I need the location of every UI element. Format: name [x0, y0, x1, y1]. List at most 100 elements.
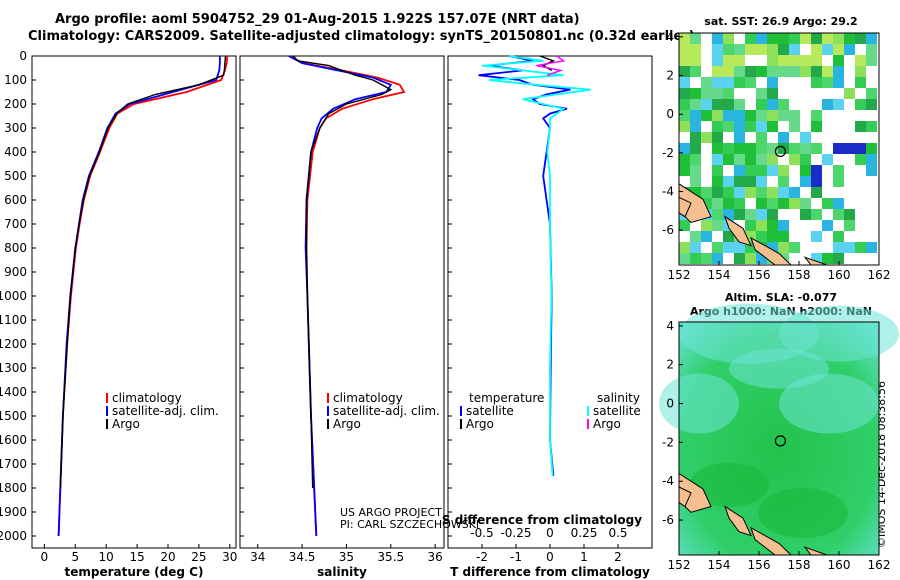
- sst-pixel: [778, 176, 789, 187]
- argo-float-marker: [774, 435, 787, 447]
- sst-pixel: [833, 176, 844, 187]
- sst-pixel: [690, 187, 701, 198]
- depth-tick-label: 500: [4, 169, 27, 183]
- sst-pixel: [723, 209, 734, 220]
- sst-pixel: [723, 198, 734, 209]
- sst-pixel: [800, 55, 811, 66]
- sst-pixel: [745, 187, 756, 198]
- sst-pixel: [712, 88, 723, 99]
- sst-pixel: [701, 110, 712, 121]
- series-line-climatology: [57, 55, 229, 537]
- sst-pixel: [734, 110, 745, 121]
- sst-pixel: [756, 110, 767, 121]
- page-title-line1: Argo profile: aoml 5904752_29 01-Aug-201…: [55, 12, 580, 27]
- map-y-tick-label: 4: [666, 319, 674, 333]
- sst-pixel: [712, 66, 723, 77]
- sst-pixel: [679, 33, 690, 44]
- sst-pixel: [723, 33, 734, 44]
- x-tick-label: 25: [191, 550, 206, 564]
- series-line-satellite-adj-clim-: [288, 55, 393, 537]
- sst-pixel: [844, 143, 855, 154]
- sst-pixel: [679, 143, 690, 154]
- x2-tick-label: -0.5: [470, 526, 493, 540]
- sst-pixel: [756, 88, 767, 99]
- sst-pixel: [756, 99, 767, 110]
- sst-pixel: [767, 77, 778, 88]
- sst-pixel: [679, 77, 690, 88]
- sst-pixel: [690, 88, 701, 99]
- sst-pixel: [866, 121, 877, 132]
- sst-pixel: [723, 44, 734, 55]
- map-y-tick-label: -6: [662, 223, 674, 237]
- sst-pixel: [767, 44, 778, 55]
- map-y-tick-label: -4: [662, 474, 674, 488]
- depth-tick-label: 1600: [0, 433, 27, 447]
- map-y-tick-label: 0: [666, 397, 674, 411]
- x2-tick-label: -0.25: [500, 526, 531, 540]
- sst-pixel: [679, 253, 690, 264]
- sst-pixel: [690, 110, 701, 121]
- sst-pixel: [679, 220, 690, 231]
- series-line-s-satellite: [481, 55, 591, 477]
- sst-pixel: [756, 44, 767, 55]
- x-tick-label: 35.5: [377, 550, 404, 564]
- sst-pixel: [811, 209, 822, 220]
- x-tick-label: 20: [160, 550, 175, 564]
- sst-pixel: [679, 165, 690, 176]
- sst-pixel: [778, 165, 789, 176]
- sst-pixel: [866, 55, 877, 66]
- sst-pixel: [712, 143, 723, 154]
- sst-pixel: [745, 110, 756, 121]
- sst-pixel: [778, 33, 789, 44]
- sst-pixel: [800, 198, 811, 209]
- sst-pixel: [822, 220, 833, 231]
- x-tick-label: 30: [222, 550, 237, 564]
- sst-pixel: [767, 88, 778, 99]
- sst-pixel: [855, 99, 866, 110]
- sst-pixel: [734, 165, 745, 176]
- sst-pixel: [800, 132, 811, 143]
- sst-pixel: [844, 209, 855, 220]
- sal-legend-label: Argo: [333, 417, 361, 431]
- sst-pixel: [844, 33, 855, 44]
- sst-pixel: [789, 110, 800, 121]
- sst-pixel: [800, 143, 811, 154]
- sst-map: [678, 32, 880, 266]
- sst-pixel: [679, 110, 690, 121]
- sst-pixel: [712, 77, 723, 88]
- sst-pixel: [811, 66, 822, 77]
- sst-pixel: [855, 77, 866, 88]
- sst-pixel: [701, 198, 712, 209]
- sst-pixel: [800, 165, 811, 176]
- series-line-satellite-adj-clim-: [57, 56, 221, 537]
- sst-pixel: [745, 209, 756, 220]
- sst-pixel: [734, 253, 745, 264]
- map-y-tick-label: -4: [662, 185, 674, 199]
- sst-pixel: [756, 132, 767, 143]
- depth-tick-label: 1700: [0, 457, 27, 471]
- sst-pixel: [756, 231, 767, 242]
- sst-pixel: [833, 253, 844, 264]
- sst-pixel: [855, 66, 866, 77]
- sst-pixel: [712, 33, 723, 44]
- sst-pixel: [822, 33, 833, 44]
- sst-pixel: [690, 33, 701, 44]
- sst-pixel: [800, 176, 811, 187]
- map-x-tick-label: 162: [868, 558, 891, 572]
- sst-pixel: [723, 66, 734, 77]
- map-y-tick-label: 4: [666, 30, 674, 44]
- sst-pixel: [756, 253, 767, 264]
- sst-pixel: [789, 66, 800, 77]
- depth-tick-label: 600: [4, 193, 27, 207]
- sst-pixel: [734, 154, 745, 165]
- map-y-tick-label: 2: [666, 69, 674, 83]
- map-x-tick-label: 154: [708, 558, 731, 572]
- sst-pixel: [844, 44, 855, 55]
- sst-pixel: [712, 209, 723, 220]
- sst-pixel: [778, 220, 789, 231]
- x2-tick-label: 0.25: [571, 526, 598, 540]
- sst-pixel: [833, 198, 844, 209]
- sst-pixel: [745, 77, 756, 88]
- sst-pixel: [712, 121, 723, 132]
- sst-pixel: [745, 176, 756, 187]
